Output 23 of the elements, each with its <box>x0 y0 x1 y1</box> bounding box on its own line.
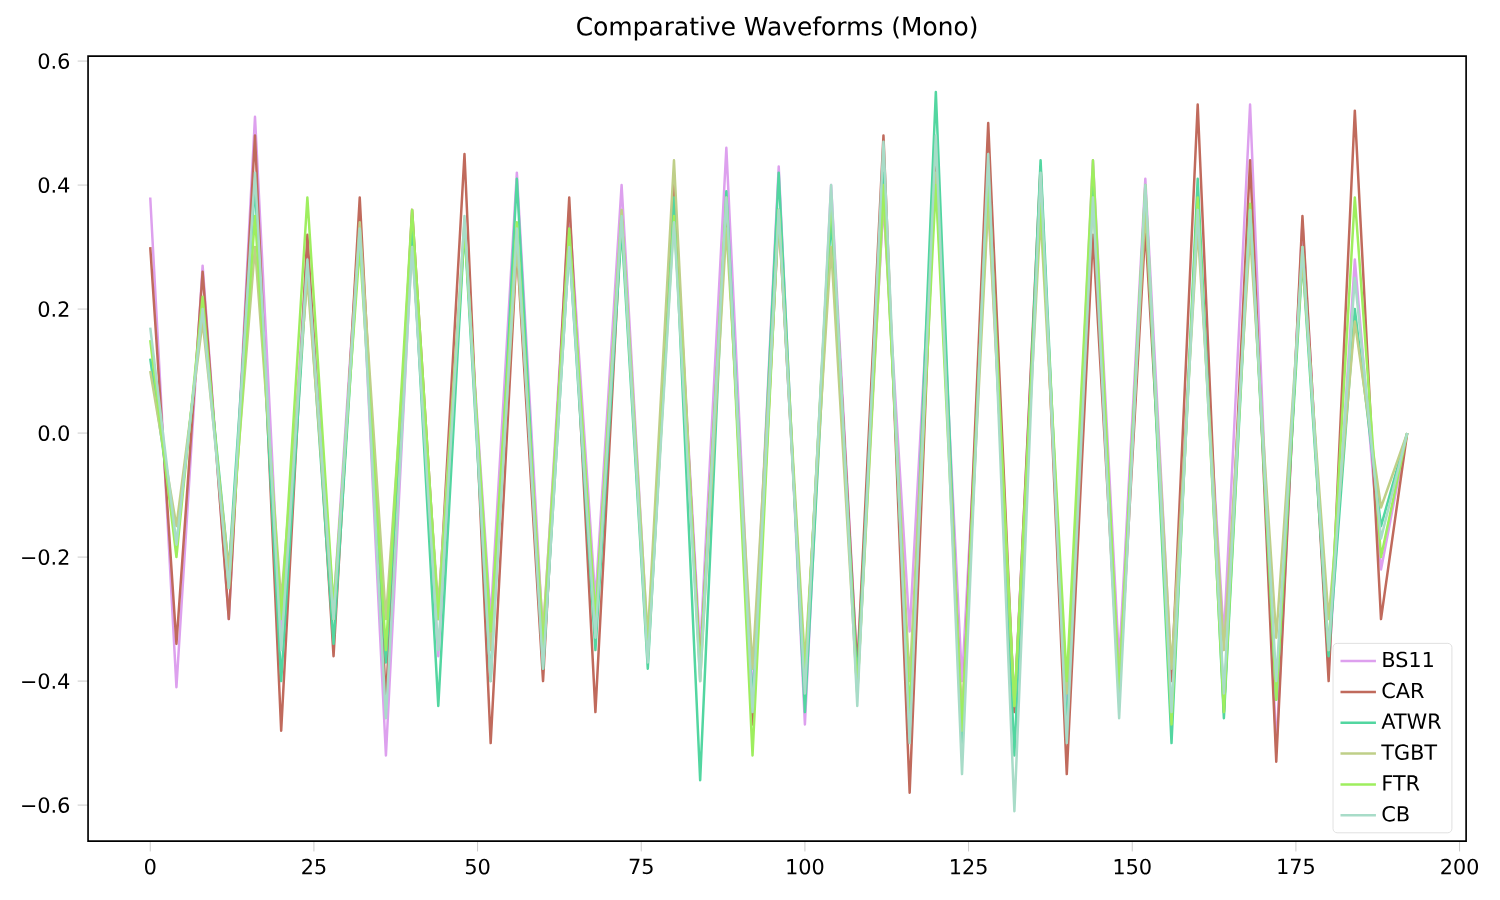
y-tick-label: 0.6 <box>38 53 70 69</box>
y-tick-label: 0.4 <box>38 177 70 193</box>
y-tick-label: −0.4 <box>22 673 70 689</box>
x-tick-label: 100 <box>787 858 824 875</box>
y-tick-label: 0.2 <box>38 301 69 317</box>
legend-label: ATWR <box>1381 713 1441 729</box>
x-tick-label: 150 <box>1114 858 1151 875</box>
y-tick-label: −0.6 <box>22 797 70 813</box>
x-tick-label: 75 <box>629 858 653 875</box>
legend-label: FTR <box>1383 775 1420 791</box>
x-tick-label: 200 <box>1441 858 1479 875</box>
x-tick-label: 175 <box>1278 858 1314 875</box>
y-tick-label: 0.0 <box>38 425 69 441</box>
x-tick-label: 0 <box>145 858 156 875</box>
x-tick-label: 25 <box>302 858 326 875</box>
legend-label: CB <box>1382 805 1409 822</box>
legend-label: TGBT <box>1381 744 1438 760</box>
chart-title: Comparative Waveforms (Mono) <box>577 16 977 41</box>
legend-label: BS11 <box>1383 651 1433 668</box>
legend-label: CAR <box>1382 682 1424 699</box>
x-tick-label: 50 <box>465 858 490 875</box>
y-tick-label: −0.2 <box>22 549 69 565</box>
x-tick-label: 125 <box>951 858 987 875</box>
